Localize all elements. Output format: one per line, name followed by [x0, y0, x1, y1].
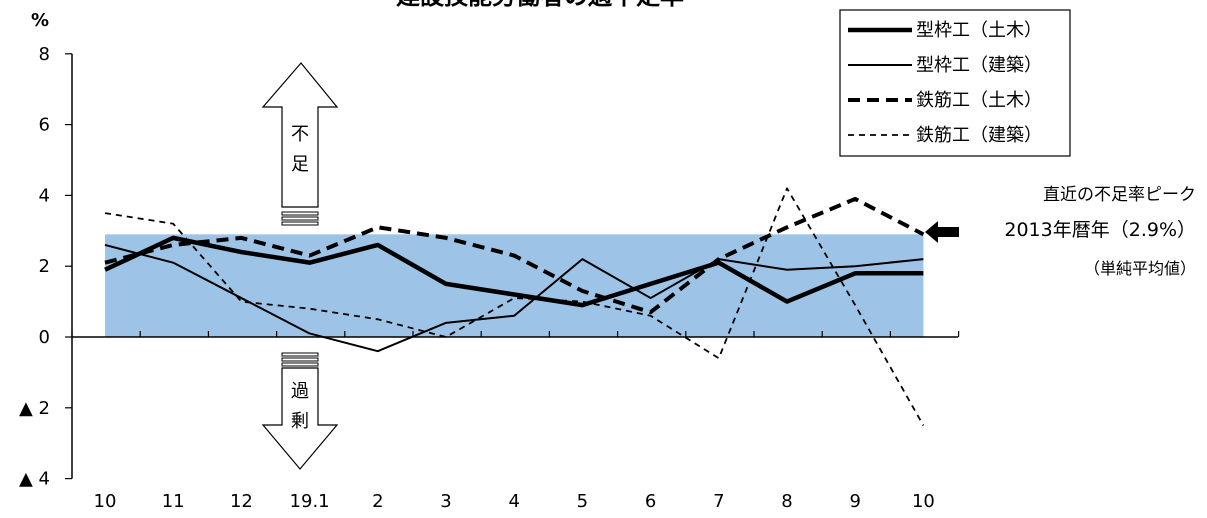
- peak-label-line2: 2013年暦年（2.9%）: [1004, 219, 1196, 241]
- y-tick-label: 0: [39, 327, 50, 348]
- x-tick-label: 2: [372, 491, 383, 512]
- surplus-arrow: 過 剰: [261, 352, 339, 470]
- x-tick-label: 19.1: [290, 491, 330, 512]
- shortage-arrow: 不 足: [261, 62, 339, 226]
- axes: [65, 53, 960, 480]
- surplus-char-1: 過: [291, 381, 309, 402]
- x-tick-label: 11: [162, 491, 185, 512]
- legend-label: 鉄筋工（土木）: [916, 90, 1042, 111]
- series-lines: [104, 187, 925, 426]
- shortage-char-1: 不: [291, 124, 309, 145]
- series-line-4: [104, 187, 925, 426]
- y-tick-label: ▲ 4: [19, 469, 50, 490]
- peak-label-line1: 直近の不足率ピーク: [1043, 185, 1196, 205]
- x-tick-label: 5: [577, 491, 588, 512]
- y-unit-label: %: [31, 10, 49, 31]
- x-tick-label: 3: [440, 491, 451, 512]
- x-tick-label: 4: [508, 491, 519, 512]
- peak-annotation: 直近の不足率ピーク 2013年暦年（2.9%） （単純平均値）: [925, 185, 1196, 278]
- chart-title: 建設技能労働者の過不足率: [396, 0, 684, 10]
- shortage-char-2: 足: [291, 154, 309, 175]
- peak-label-line3: （単純平均値）: [1084, 259, 1196, 278]
- series-line-1: [104, 235, 924, 308]
- y-tick-label: 4: [39, 185, 50, 206]
- series-line-2: [104, 243, 924, 353]
- legend-label: 型枠工（建築）: [916, 55, 1042, 76]
- legend: 型枠工（土木） 型枠工（建築） 鉄筋工（土木） 鉄筋工（建築）: [839, 9, 1071, 157]
- legend-label: 鉄筋工（建築）: [916, 125, 1042, 146]
- y-tick-label: 8: [39, 44, 50, 65]
- x-tick-label: 10: [912, 491, 935, 512]
- series-line-3: [104, 196, 925, 315]
- x-tick-label: 10: [94, 491, 117, 512]
- x-tick-labels: 10 11 12 19.1 2 3 4 5 6 7 8 9 10: [94, 491, 935, 512]
- legend-box: [839, 9, 1071, 157]
- x-tick-label: 6: [645, 491, 656, 512]
- surplus-char-2: 剰: [291, 411, 309, 432]
- y-tick-label: ▲ 2: [19, 398, 50, 419]
- x-tick-label: 7: [713, 491, 724, 512]
- x-tick-label: 9: [849, 491, 860, 512]
- peak-pointer-arrow: [925, 221, 959, 243]
- x-tick-label: 8: [781, 491, 792, 512]
- y-tick-label: 6: [39, 115, 50, 136]
- legend-label: 型枠工（土木）: [916, 20, 1042, 41]
- x-tick-label: 12: [230, 491, 253, 512]
- y-tick-labels: 8 6 4 2 0 ▲ 2 ▲ 4: [19, 44, 50, 490]
- y-tick-label: 2: [39, 256, 50, 277]
